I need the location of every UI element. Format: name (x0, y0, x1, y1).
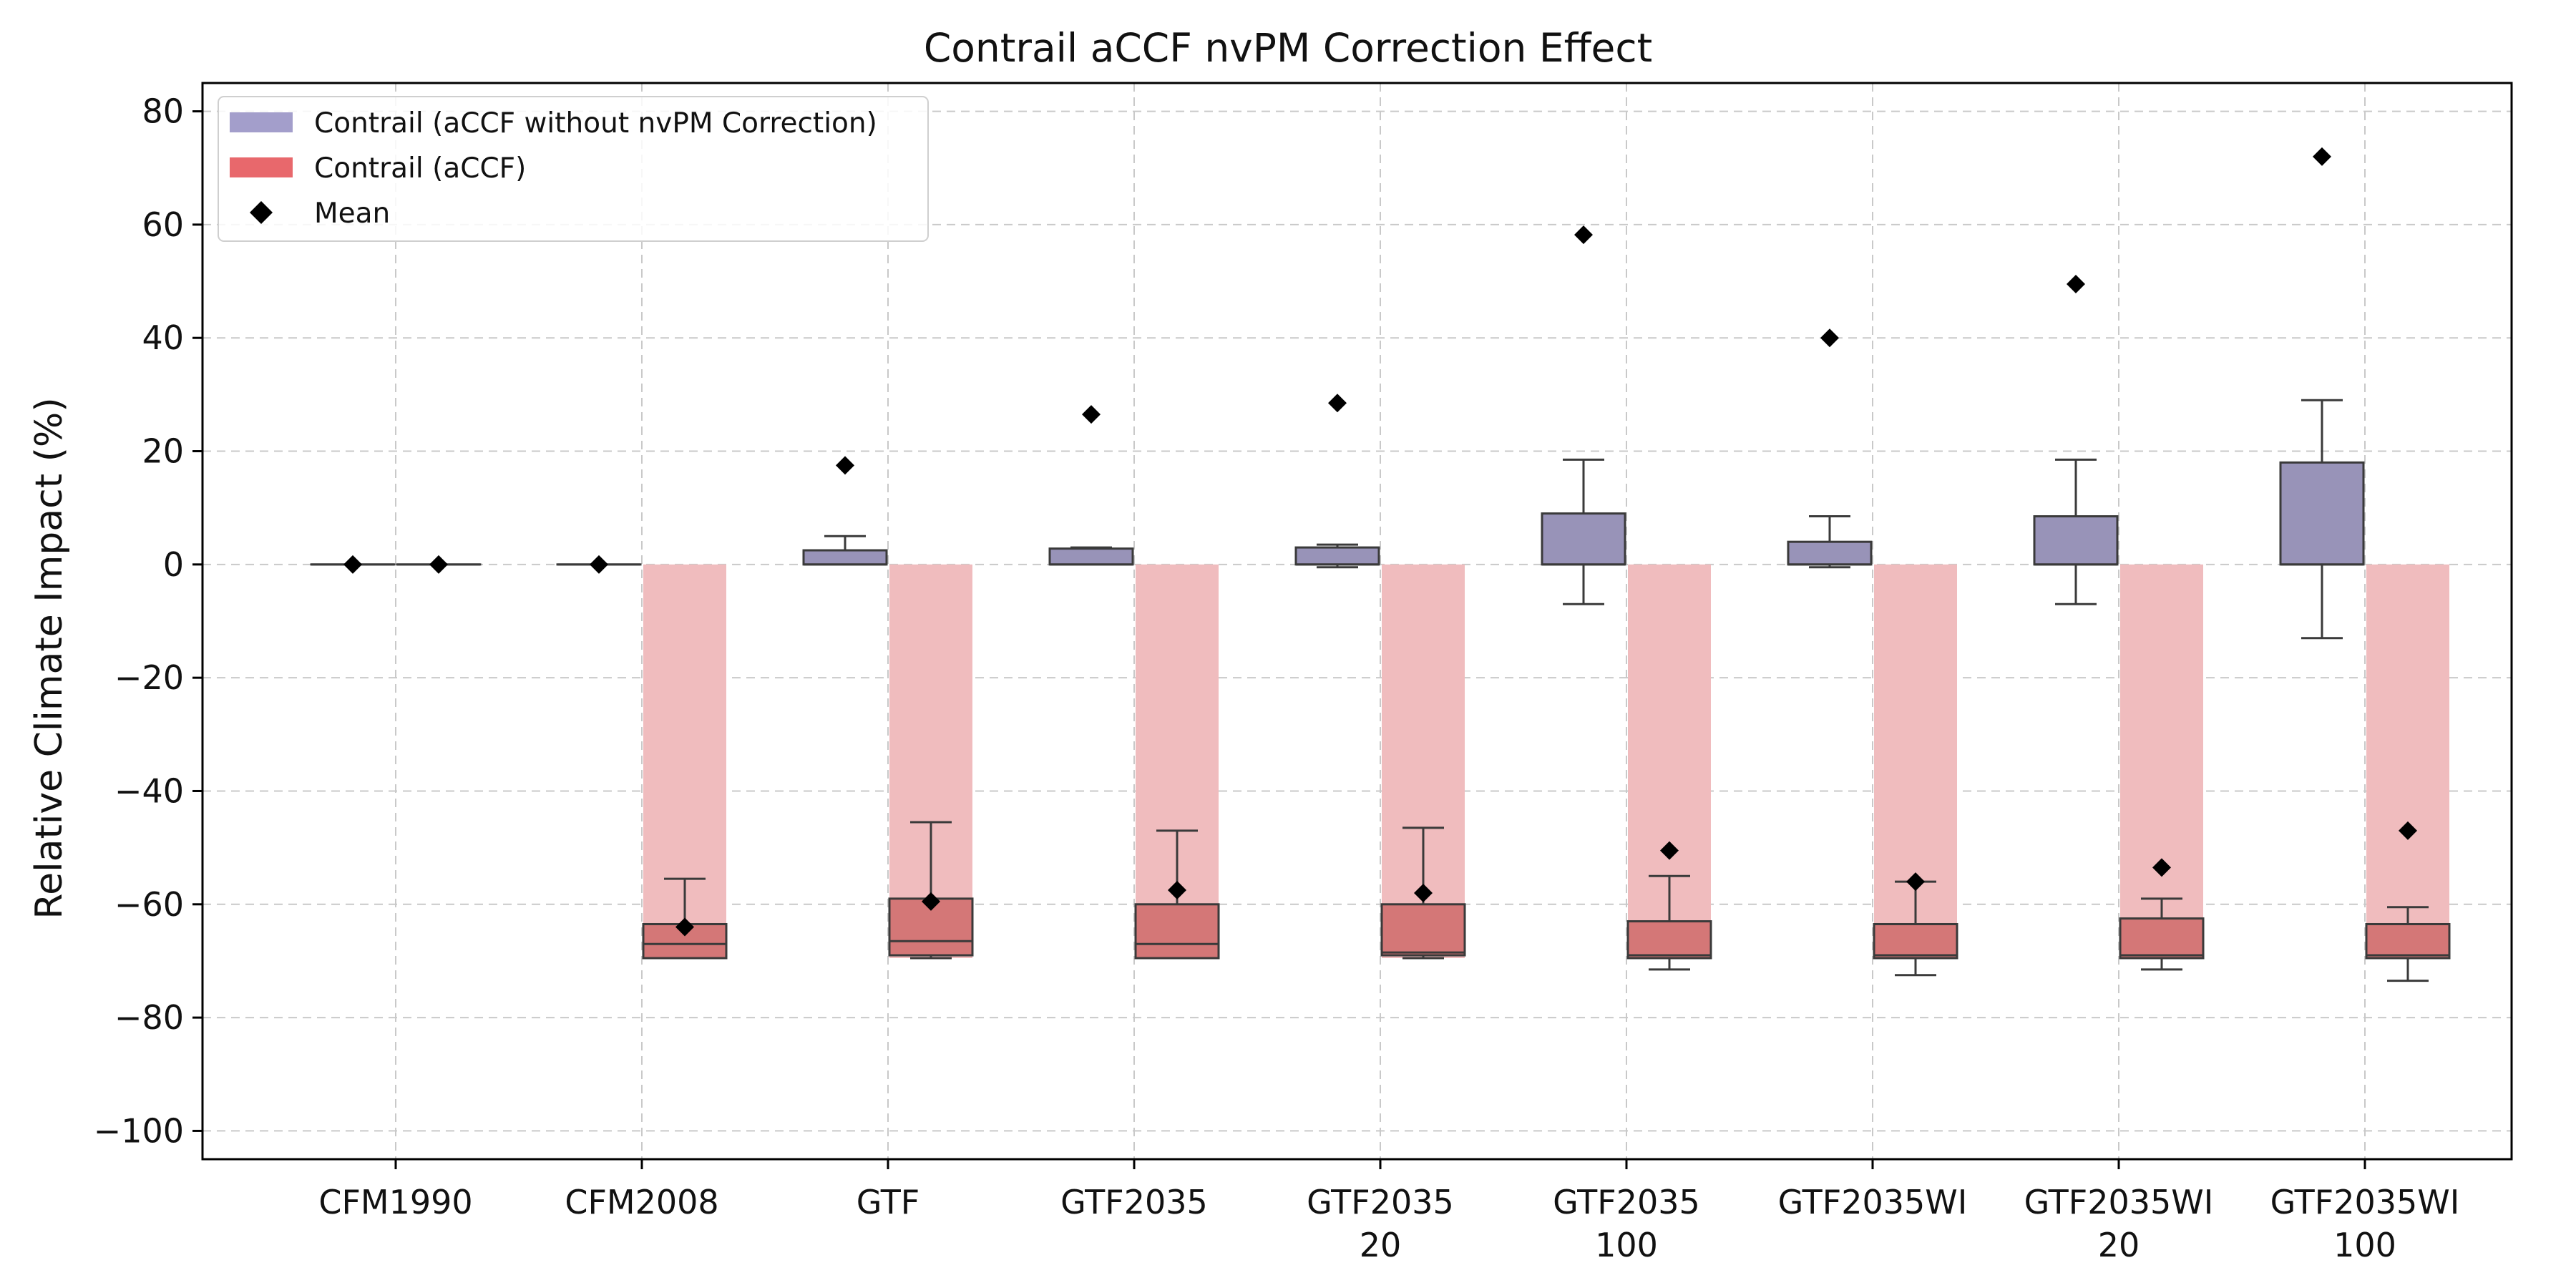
range-band (2366, 564, 2449, 958)
y-tick-label: 80 (142, 92, 184, 131)
y-tick-label: 0 (163, 545, 184, 584)
mean-marker (2313, 147, 2331, 166)
box (1134, 903, 1220, 960)
box (1294, 546, 1380, 566)
x-tick-label-line: GTF2035 (1553, 1183, 1700, 1221)
legend-label: Mean (314, 197, 390, 230)
x-tick-label-line: 100 (2333, 1226, 2396, 1264)
x-tick-label-line: 20 (1360, 1226, 1402, 1264)
y-tick-label: −20 (114, 658, 184, 697)
x-tick-label: GTF2035WI 20 (2024, 1183, 2214, 1264)
legend-swatch (230, 112, 293, 132)
legend-label: Contrail (aCCF) (314, 152, 526, 185)
y-tick-label: 40 (142, 318, 184, 357)
x-tick-label-line: GTF2035WI (2270, 1183, 2460, 1221)
legend-label: Contrail (aCCF without nvPM Correction) (314, 107, 877, 140)
mean-marker (429, 555, 448, 574)
box (2365, 922, 2451, 960)
box (1787, 540, 1873, 566)
x-tick-label-line: GTF2035WI (1778, 1183, 1968, 1221)
mean-marker (1328, 394, 1347, 413)
mean-marker (836, 456, 854, 475)
y-axis-label: Relative Climate Impact (%) (28, 397, 71, 919)
x-tick-label: GTF2035WI (1778, 1183, 1968, 1221)
box (802, 549, 888, 566)
mean-marker (343, 555, 362, 574)
x-tick-label: GTF2035 (1060, 1183, 1208, 1221)
legend-swatch (230, 157, 293, 177)
box (1380, 903, 1466, 957)
y-tick-label: 60 (142, 205, 184, 244)
axis-ticks: 80 60 40 20 0 −20 −40 −60 −80 −100 CFM1990 CFM2008 G… (94, 92, 2460, 1264)
mean-marker (2399, 821, 2417, 840)
mean-markers (343, 147, 2417, 937)
box (1048, 547, 1134, 566)
y-tick-label: 20 (142, 432, 184, 471)
range-band (2120, 564, 2203, 958)
mean-marker (1660, 841, 1679, 860)
chart-title: Contrail aCCF nvPM Correction Effect (924, 25, 1652, 71)
plot-area-frame (201, 82, 2513, 1161)
mean-marker (590, 555, 608, 574)
mean-marker (1820, 328, 1839, 348)
x-tick-label: GTF2035 20 (1307, 1183, 1454, 1264)
box (2279, 461, 2365, 566)
mean-marker (1574, 225, 1593, 245)
mean-marker (2152, 858, 2171, 877)
x-tick-label-line: GTF2035WI (2024, 1183, 2214, 1221)
x-tick-label-line: GTF2035 (1060, 1183, 1208, 1221)
mean-marker (675, 917, 694, 937)
x-tick-label-line: GTF (857, 1183, 920, 1221)
mean-marker (1168, 881, 1186, 899)
mean-marker (1414, 883, 1433, 902)
y-tick-label: −80 (114, 998, 184, 1037)
x-tick-label: CFM1990 (318, 1183, 472, 1221)
mean-marker (2067, 275, 2085, 294)
x-tick-label: GTF2035WI 100 (2270, 1183, 2460, 1264)
legend-frame (218, 96, 929, 242)
x-tick-label: GTF2035 100 (1553, 1183, 1700, 1264)
legend-mean-marker (250, 201, 273, 224)
y-tick-label: −60 (114, 885, 184, 924)
x-tick-label: GTF (857, 1183, 920, 1221)
x-tick-label-line: 20 (2098, 1226, 2140, 1264)
box (1626, 920, 1712, 960)
box (2033, 515, 2119, 566)
box (2119, 917, 2205, 960)
y-tick-label: −40 (114, 771, 184, 810)
x-tick-label-line: CFM1990 (318, 1183, 472, 1221)
box (1873, 922, 1958, 960)
x-tick-label-line: GTF2035 (1307, 1183, 1454, 1221)
x-tick-label: CFM2008 (565, 1183, 718, 1221)
x-tick-label-line: 100 (1595, 1226, 1658, 1264)
x-tick-label-line: CFM2008 (565, 1183, 718, 1221)
mean-marker (1906, 872, 1925, 892)
legend: Contrail (aCCF without nvPM Correction) C… (218, 96, 929, 242)
boxes (310, 399, 2451, 982)
mean-marker (1082, 405, 1101, 424)
mean-marker (922, 892, 940, 911)
y-tick-label: −100 (94, 1111, 184, 1150)
box (1541, 512, 1626, 566)
